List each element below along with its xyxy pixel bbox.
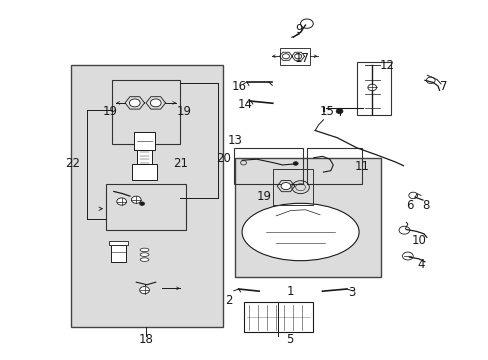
Text: 19: 19 bbox=[176, 105, 191, 118]
Bar bbox=[109, 241, 128, 245]
Bar bbox=[244, 302, 312, 332]
Text: 19: 19 bbox=[102, 105, 117, 118]
Bar bbox=[132, 164, 157, 180]
Bar bbox=[356, 62, 390, 116]
Text: 18: 18 bbox=[138, 333, 153, 346]
Circle shape bbox=[293, 162, 298, 165]
Text: 2: 2 bbox=[224, 294, 232, 307]
Text: 8: 8 bbox=[421, 199, 428, 212]
Ellipse shape bbox=[242, 203, 358, 261]
Bar bbox=[111, 245, 126, 262]
Text: 11: 11 bbox=[354, 160, 369, 173]
Text: 14: 14 bbox=[238, 98, 252, 111]
Bar bbox=[112, 80, 180, 144]
Text: 21: 21 bbox=[172, 157, 187, 170]
Text: 10: 10 bbox=[411, 234, 426, 247]
Text: 17: 17 bbox=[294, 51, 309, 64]
Text: 15: 15 bbox=[319, 105, 334, 118]
Ellipse shape bbox=[140, 258, 149, 261]
Bar bbox=[134, 132, 155, 149]
Bar bbox=[71, 65, 222, 327]
Text: 1: 1 bbox=[286, 285, 294, 298]
Circle shape bbox=[150, 99, 161, 107]
Circle shape bbox=[282, 54, 289, 59]
Text: 22: 22 bbox=[65, 157, 80, 170]
Circle shape bbox=[294, 54, 301, 59]
Circle shape bbox=[131, 196, 141, 203]
Circle shape bbox=[117, 198, 126, 205]
Bar bbox=[234, 158, 380, 277]
Circle shape bbox=[140, 202, 144, 206]
Circle shape bbox=[129, 99, 140, 107]
Circle shape bbox=[140, 287, 149, 294]
Circle shape bbox=[281, 183, 290, 190]
Text: 16: 16 bbox=[232, 80, 246, 93]
Bar bbox=[137, 149, 152, 164]
Bar bbox=[233, 148, 303, 184]
Bar bbox=[272, 169, 312, 205]
Bar bbox=[105, 184, 185, 230]
Circle shape bbox=[367, 84, 376, 91]
Text: 13: 13 bbox=[227, 134, 242, 147]
Text: 9: 9 bbox=[295, 23, 302, 36]
Text: 12: 12 bbox=[379, 59, 394, 72]
Bar bbox=[306, 148, 361, 184]
Circle shape bbox=[335, 109, 342, 114]
Bar bbox=[279, 48, 309, 64]
Text: 20: 20 bbox=[216, 152, 231, 165]
Text: 19: 19 bbox=[256, 190, 271, 203]
Text: 6: 6 bbox=[406, 199, 413, 212]
Text: 5: 5 bbox=[285, 333, 293, 346]
Text: 4: 4 bbox=[416, 258, 424, 271]
Ellipse shape bbox=[140, 248, 149, 252]
Ellipse shape bbox=[140, 253, 149, 256]
Text: 7: 7 bbox=[439, 80, 447, 93]
Text: 3: 3 bbox=[347, 287, 355, 300]
